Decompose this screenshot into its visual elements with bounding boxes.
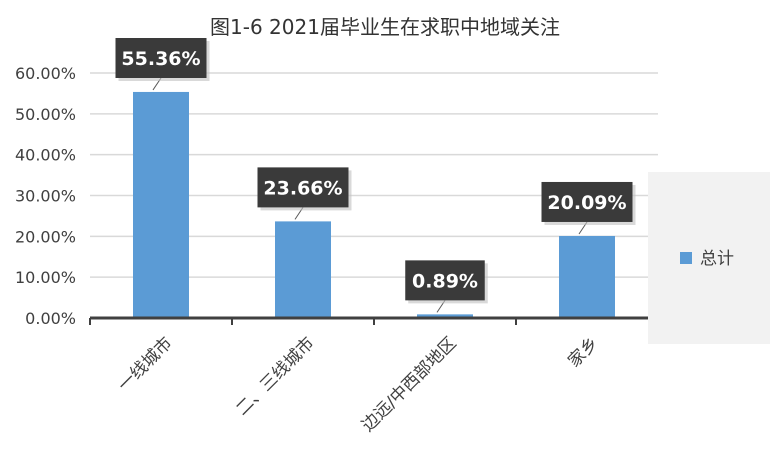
- legend-background: [648, 172, 770, 344]
- legend-swatch: [680, 252, 692, 264]
- data-labels: 55.36% 23.66% 0.89% 20.09%: [115, 38, 636, 313]
- data-label-box: [541, 181, 633, 222]
- chart-title: 图1-6 2021届毕业生在求职中地域关注: [210, 15, 560, 39]
- x-axis-category-labels: 一线城市 二、三线城市 边远/中西部地区 家乡: [114, 333, 602, 435]
- y-tick-label: 50.00%: [15, 105, 76, 124]
- y-tick-label: 30.00%: [15, 187, 76, 206]
- data-label-text: 0.89%: [412, 270, 478, 292]
- data-label: 20.09%: [541, 181, 636, 235]
- legend: 总计: [648, 172, 770, 344]
- legend-label-total: 总计: [700, 249, 734, 269]
- y-tick-label: 60.00%: [15, 64, 76, 83]
- bars: [133, 91, 615, 319]
- x-category-label: 边远/中西部地区: [358, 333, 460, 435]
- bar: [133, 91, 189, 319]
- y-tick-label: 20.00%: [15, 227, 76, 246]
- data-label-box: [257, 167, 349, 208]
- bar: [275, 221, 331, 318]
- data-label: 55.36%: [115, 38, 210, 91]
- x-category-label: 二、三线城市: [232, 333, 318, 419]
- y-axis-tick-labels: 0.00% 10.00% 20.00% 30.00% 40.00% 50.00% 60.00…: [15, 64, 76, 328]
- x-category-label: 家乡: [564, 333, 602, 371]
- x-category-label: 一线城市: [114, 333, 176, 395]
- data-label-text: 20.09%: [547, 192, 626, 214]
- y-tick-label: 10.00%: [15, 268, 76, 287]
- y-tick-label: 40.00%: [15, 146, 76, 165]
- bar: [559, 235, 615, 318]
- data-label-text: 55.36%: [121, 48, 200, 70]
- data-label-box: [405, 260, 485, 301]
- bar: [417, 314, 473, 318]
- data-label: 23.66%: [257, 167, 352, 220]
- data-label: 0.89%: [405, 260, 488, 313]
- y-tick-label: 0.00%: [25, 309, 76, 328]
- data-label-text: 23.66%: [263, 177, 342, 199]
- x-axis: [89, 316, 659, 325]
- data-label-box: [115, 38, 207, 78]
